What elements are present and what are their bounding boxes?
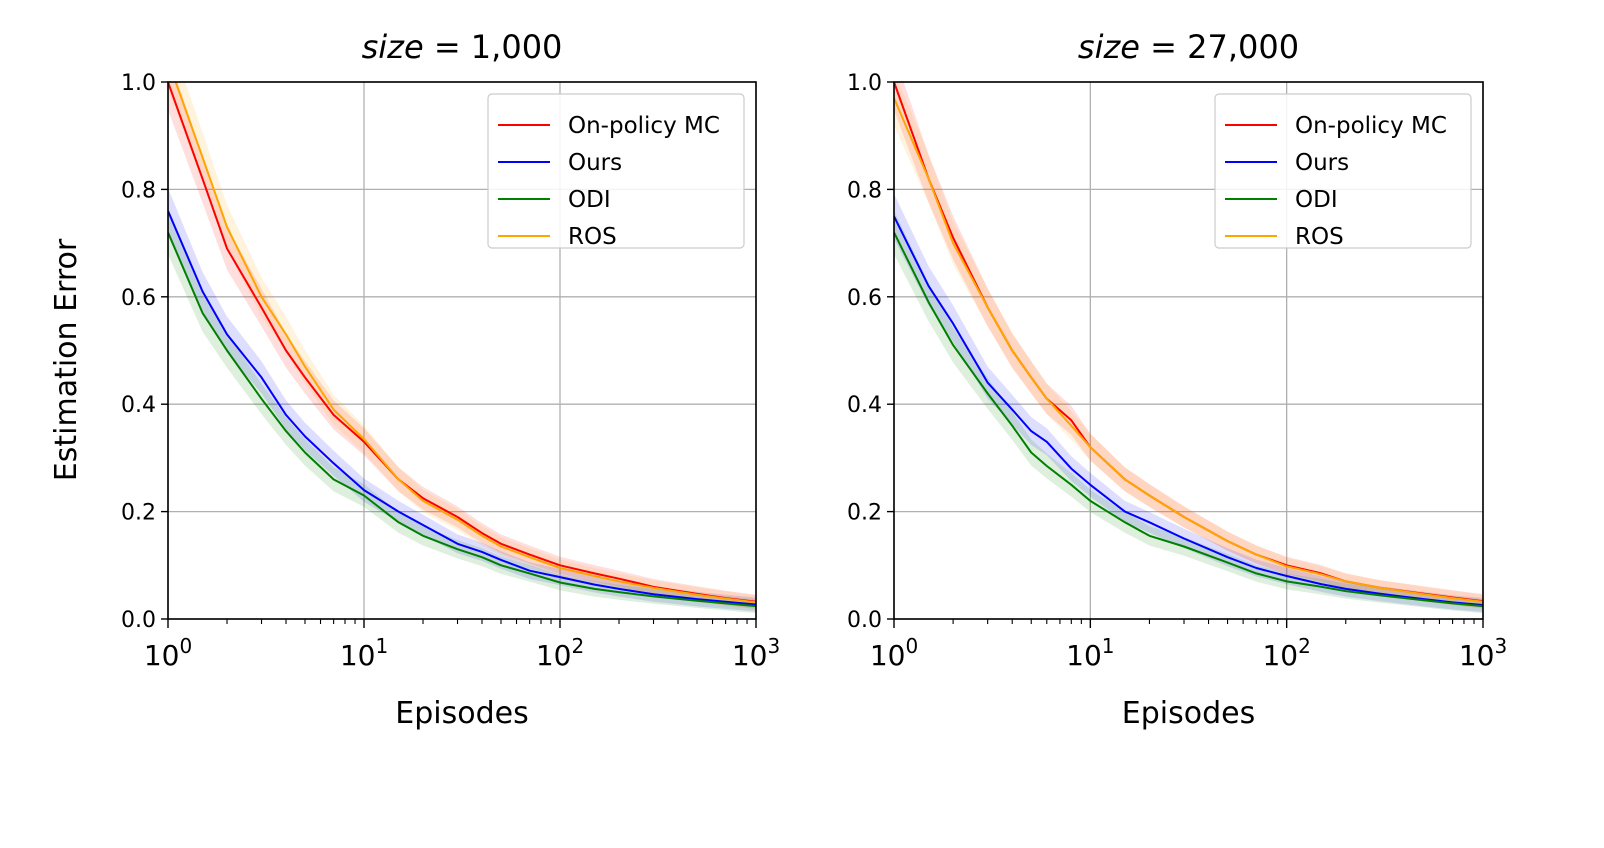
chart-title: size = 27,000 <box>1078 28 1299 66</box>
x-ticks: 100 101 102 103 <box>144 619 780 672</box>
chart-panel-size-1000: 0.0 0.2 0.4 0.6 0.8 1.0 100 101 102 103 size = 1… <box>121 28 780 731</box>
legend-label: Ours <box>1295 150 1349 176</box>
bands <box>168 82 756 614</box>
x-tick-label: 103 <box>1459 634 1507 672</box>
series-line-odi <box>894 231 1483 608</box>
x-tick-label: 102 <box>536 634 584 672</box>
legend-label: ODI <box>1295 187 1338 213</box>
y-tick-label: 0.4 <box>121 393 156 418</box>
series-lines <box>894 82 1483 608</box>
y-tick-label: 1.0 <box>847 71 882 96</box>
legend-label: ODI <box>568 187 611 213</box>
y-tick-label: 0.6 <box>121 286 156 311</box>
y-tick-label: 0.4 <box>847 393 882 418</box>
series-line-ours <box>894 215 1483 606</box>
confidence-band <box>894 82 1483 609</box>
legend-label: On-policy MC <box>1295 113 1447 139</box>
x-axis-label: Episodes <box>395 696 528 731</box>
minor-ticks <box>226 619 748 624</box>
legend: On-policy MC Ours ODI ROS <box>487 93 745 250</box>
y-tick-label: 0.2 <box>847 501 882 526</box>
confidence-band <box>168 188 756 612</box>
x-tick-label: 100 <box>870 634 918 672</box>
x-tick-label: 101 <box>340 634 388 672</box>
y-ticks: 0.0 0.2 0.4 0.6 0.8 1.0 <box>121 71 168 633</box>
bands <box>894 82 1483 614</box>
y-tick-label: 0.0 <box>847 608 882 633</box>
series-line-ros <box>174 82 756 604</box>
x-tick-label: 100 <box>144 634 192 672</box>
minor-ticks <box>952 619 1475 624</box>
legend-label: On-policy MC <box>568 113 720 139</box>
title-italic: size <box>1078 28 1140 66</box>
title-rest: = 1,000 <box>424 28 563 66</box>
y-tick-label: 0.6 <box>847 286 882 311</box>
legend-label: Ours <box>568 150 622 176</box>
series-line-ours <box>168 210 756 606</box>
title-italic: size <box>362 28 424 66</box>
x-ticks: 100 101 102 103 <box>870 619 1507 672</box>
y-tick-label: 0.0 <box>121 608 156 633</box>
plot-frame <box>167 81 757 620</box>
legend-box <box>1214 93 1472 249</box>
confidence-band <box>168 82 756 609</box>
y-ticks: 0.0 0.2 0.4 0.6 0.8 1.0 <box>847 71 894 633</box>
series-line-ros <box>894 97 1483 603</box>
legend-box <box>487 93 745 249</box>
x-tick-label: 101 <box>1066 634 1114 672</box>
y-tick-label: 0.8 <box>847 178 882 203</box>
y-tick-label: 0.8 <box>121 178 156 203</box>
y-tick-label: 1.0 <box>121 71 156 96</box>
title-rest: = 27,000 <box>1140 28 1299 66</box>
y-tick-label: 0.2 <box>121 501 156 526</box>
confidence-band <box>894 82 1483 609</box>
legend-label: ROS <box>568 224 617 250</box>
plot-frame <box>893 81 1484 620</box>
confidence-band <box>894 210 1483 614</box>
x-axis-label: Episodes <box>1122 696 1255 731</box>
confidence-band <box>168 82 756 610</box>
chart-title: size = 1,000 <box>362 28 563 66</box>
series-line-on-policy-mc <box>168 82 756 603</box>
series-lines <box>168 82 756 608</box>
x-tick-label: 103 <box>732 634 780 672</box>
x-tick-label: 102 <box>1262 634 1310 672</box>
legend: On-policy MC Ours ODI ROS <box>1214 93 1472 250</box>
legend-label: ROS <box>1295 224 1344 250</box>
confidence-band <box>894 193 1483 612</box>
series-line-odi <box>168 232 756 608</box>
chart-panel-size-27000: 0.0 0.2 0.4 0.6 0.8 1.0 100 101 102 103 size = 2… <box>847 28 1507 731</box>
y-axis-label: Estimation Error <box>49 238 84 481</box>
